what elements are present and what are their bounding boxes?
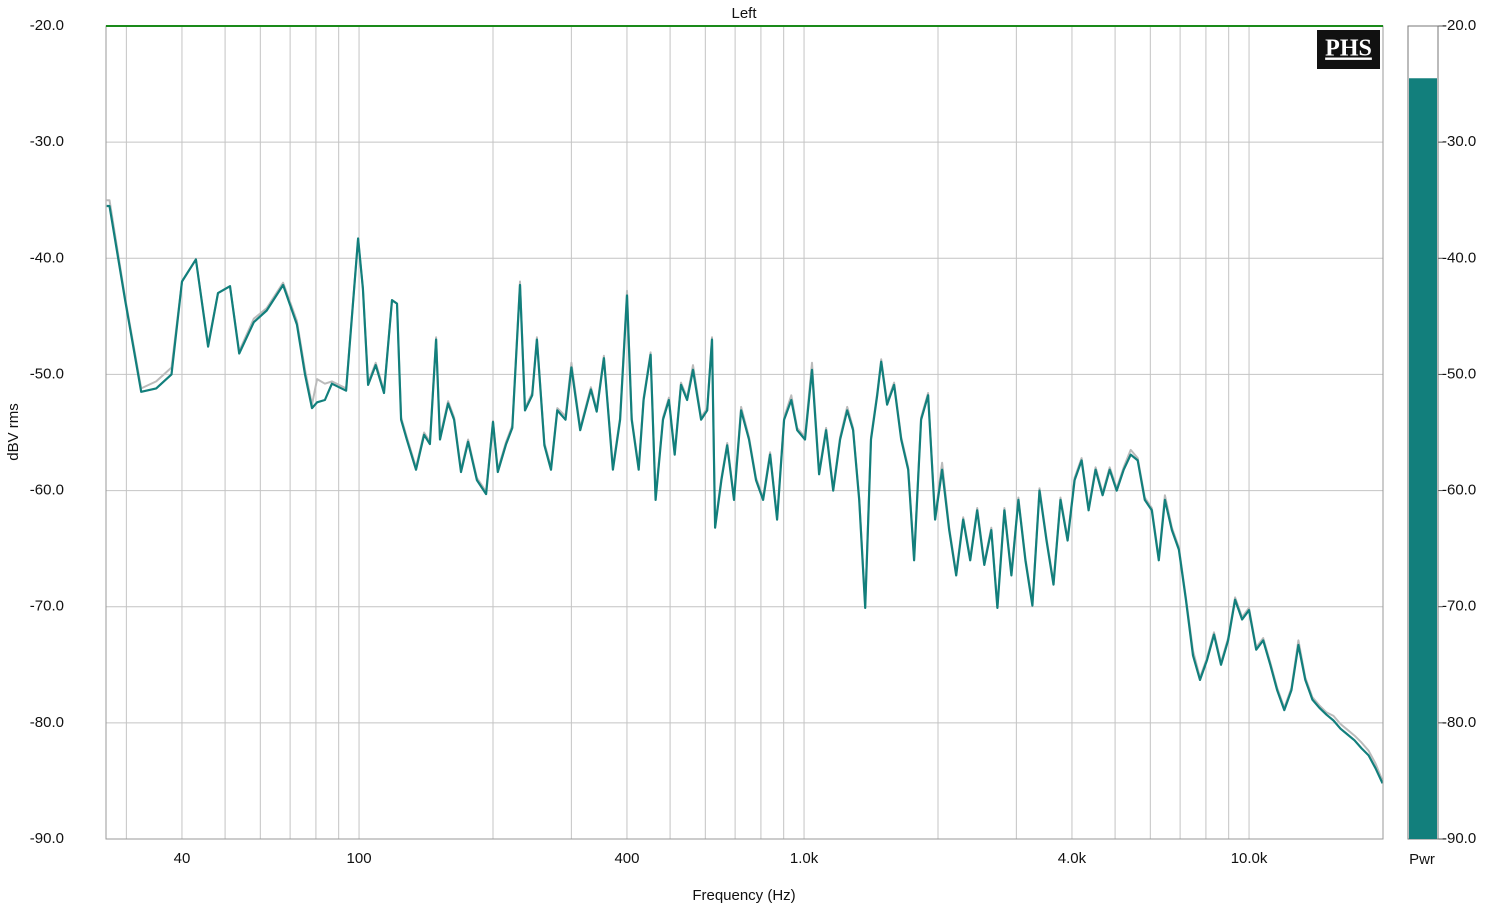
x-tick-label: 4.0k <box>1058 850 1087 867</box>
meter-tick-label: -70.0 <box>1442 598 1476 615</box>
y-tick-label: -20.0 <box>30 17 64 34</box>
grid <box>106 25 1383 840</box>
chart-title: Left <box>731 5 757 22</box>
y-tick-label: -70.0 <box>30 598 64 615</box>
meter <box>1407 25 1443 840</box>
y-tick-label: -80.0 <box>30 714 64 731</box>
x-tick-label: 40 <box>174 850 191 867</box>
meter-tick-label: -50.0 <box>1442 365 1476 382</box>
logo: PHS <box>1325 36 1372 62</box>
x-tick-label: 100 <box>347 850 372 867</box>
meter-bar <box>1409 78 1437 839</box>
meter-tick-label: -40.0 <box>1442 249 1476 266</box>
logo-box <box>1317 30 1380 69</box>
meter-tick-label: -20.0 <box>1442 17 1476 34</box>
meter-label: Pwr <box>1409 851 1435 868</box>
x-tick-label: 400 <box>614 850 639 867</box>
plot <box>106 199 1384 784</box>
y-tick-label: -60.0 <box>30 482 64 499</box>
x-tick-label: 1.0k <box>790 850 819 867</box>
y-tick-label: -50.0 <box>30 365 64 382</box>
y-tick-label: -90.0 <box>30 830 64 847</box>
meter-tick-label: -60.0 <box>1442 482 1476 499</box>
y-tick-label: -30.0 <box>30 133 64 150</box>
meter-tick-label: -90.0 <box>1442 830 1476 847</box>
y-tick-label: -40.0 <box>30 249 64 266</box>
meter-tick-label: -30.0 <box>1442 133 1476 150</box>
x-axis-label: Frequency (Hz) <box>692 887 795 904</box>
series-line <box>106 204 1384 784</box>
x-tick-label: 10.0k <box>1231 850 1268 867</box>
y-axis-label: dBV rms <box>5 403 22 461</box>
meter-tick-label: -80.0 <box>1442 714 1476 731</box>
